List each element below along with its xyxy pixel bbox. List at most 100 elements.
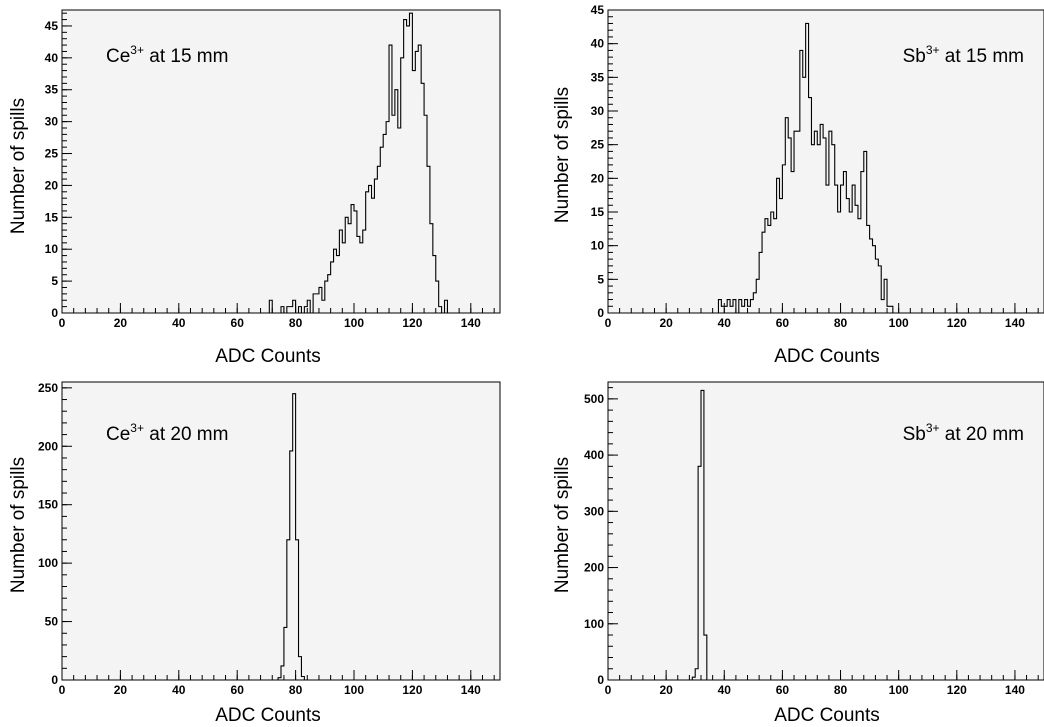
panel-annotation: Ce3+ at 15 mm [106, 43, 228, 67]
histogram-bin [692, 677, 695, 680]
histogram-bin [287, 540, 290, 680]
histogram-bin [278, 678, 281, 680]
histogram-bin [791, 172, 794, 313]
y-tick-label: 10 [45, 242, 59, 256]
histogram-bin [339, 230, 342, 313]
annotation-ion: Sb [903, 424, 926, 445]
histogram-bin [374, 179, 377, 313]
x-tick-label: 140 [461, 683, 481, 697]
histogram-bin [281, 666, 284, 680]
histogram-bin [750, 300, 753, 313]
x-tick-label: 120 [947, 316, 967, 330]
histogram-bin [299, 307, 302, 313]
x-tick-label: 100 [344, 683, 364, 697]
y-tick-label: 0 [597, 306, 604, 320]
x-axis-title: ADC Counts [774, 705, 880, 726]
histogram-bin [817, 145, 820, 313]
histogram-bin [838, 212, 841, 313]
histogram-bin [360, 243, 363, 313]
y-tick-label: 15 [45, 210, 59, 224]
histogram-bin [873, 246, 876, 313]
histogram-bin [721, 306, 724, 313]
y-tick-label: 0 [51, 306, 58, 320]
histogram-bin [785, 118, 788, 313]
histogram-bin [296, 540, 299, 680]
y-tick-label: 200 [584, 561, 604, 575]
histogram-bin [436, 281, 439, 313]
y-tick-label: 500 [584, 392, 604, 406]
x-tick-label: 60 [776, 316, 790, 330]
histogram-bin [878, 266, 881, 313]
histogram-bin [369, 185, 372, 313]
histogram-outline [277, 393, 308, 681]
histogram-bin [759, 252, 762, 313]
histogram-bin [779, 199, 782, 313]
x-tick-label: 0 [605, 683, 612, 697]
histogram-bin [846, 199, 849, 313]
histogram-bin [433, 256, 436, 313]
annotation-ion: Sb [903, 46, 926, 67]
annotation-distance: at 15 mm [940, 46, 1024, 67]
plot-area [607, 381, 1044, 681]
histogram-bin [412, 71, 415, 313]
annotation-charge: 3+ [926, 421, 940, 435]
histogram-bin [380, 147, 383, 313]
histogram-bin [756, 279, 759, 313]
histogram-bin [794, 131, 797, 313]
x-tick-label: 0 [59, 316, 66, 330]
annotation-charge: 3+ [926, 43, 940, 57]
histogram-bin [395, 90, 398, 313]
annotation-ion: Ce [106, 46, 130, 67]
histogram-bin [724, 306, 727, 313]
histogram-bin [733, 300, 736, 313]
y-tick-label: 100 [584, 617, 604, 631]
x-axis-title: ADC Counts [774, 346, 880, 367]
histogram-bin [788, 138, 791, 313]
histogram-bin [765, 219, 768, 313]
y-tick-label: 35 [591, 70, 605, 84]
y-tick-label: 35 [45, 83, 59, 97]
histogram-bin [415, 51, 418, 313]
histogram-bin [745, 300, 748, 313]
histogram-bin [290, 451, 293, 680]
histogram-bin [398, 128, 401, 313]
histogram-bin [748, 306, 751, 313]
histogram-bin [421, 83, 424, 313]
x-tick-label: 120 [402, 683, 422, 697]
histogram-bin [701, 390, 704, 680]
histogram-bin [829, 131, 832, 313]
y-tick-label: 50 [45, 615, 59, 629]
histogram-bin [290, 307, 293, 313]
histogram-bin [884, 279, 887, 313]
histogram-bin [852, 185, 855, 313]
y-tick-label: 20 [591, 171, 605, 185]
histogram-bin [890, 306, 893, 313]
annotation-charge: 3+ [130, 43, 144, 57]
histogram-bin [366, 192, 369, 313]
histogram-bin [386, 122, 389, 313]
y-tick-label: 40 [45, 51, 59, 65]
histogram-bin [269, 300, 272, 313]
histogram-bin [409, 13, 412, 313]
histogram-bin [328, 275, 331, 313]
histogram-bin [445, 300, 448, 313]
histogram-bin [730, 306, 733, 313]
histogram-bin [806, 23, 809, 313]
x-tick-label: 120 [947, 683, 967, 697]
x-tick-label: 40 [718, 316, 732, 330]
histogram-bin [322, 300, 325, 313]
histogram-bin [304, 307, 307, 313]
x-tick-label: 0 [605, 316, 612, 330]
y-tick-label: 30 [591, 104, 605, 118]
x-tick-label: 40 [172, 683, 186, 697]
panel-ce-15mm: 0 20 40 60 80 100 120 140 0 5 10 15 20 25 30 35 40 45 ADC … [8, 9, 501, 367]
y-axis-title: Number of spills [552, 87, 573, 223]
histogram-bin [418, 45, 421, 313]
annotation-distance: at 20 mm [940, 424, 1024, 445]
histogram-bin [334, 249, 337, 313]
histogram-bin [843, 172, 846, 313]
annotation-ion: Ce [106, 424, 130, 445]
histogram-bin [811, 145, 814, 313]
y-tick-label: 40 [591, 37, 605, 51]
